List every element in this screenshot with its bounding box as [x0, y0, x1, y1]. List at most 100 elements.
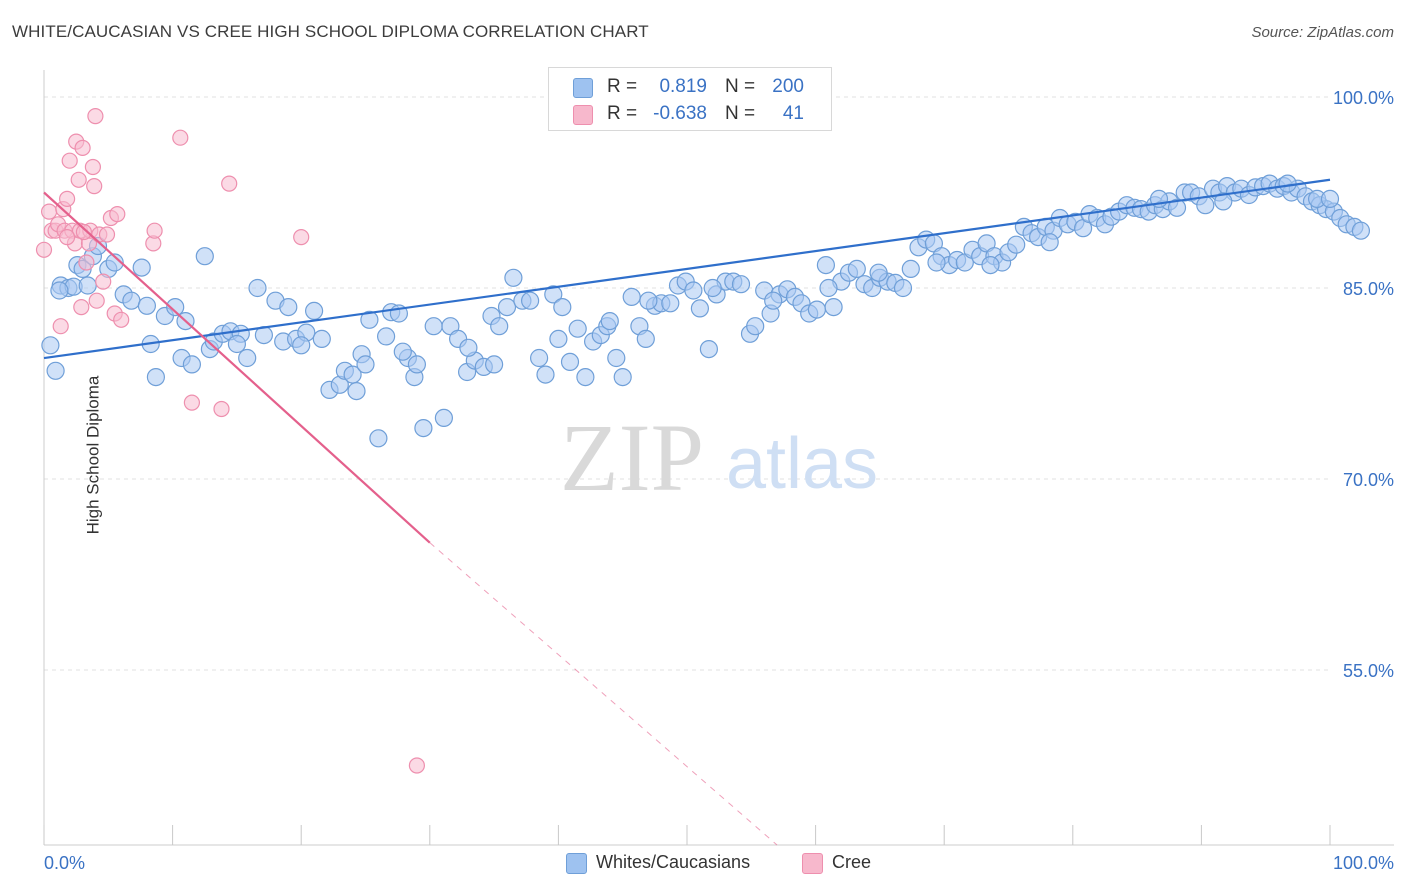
data-point-whites: [981, 256, 1000, 275]
data-point-cree: [58, 190, 76, 207]
data-point-cree: [221, 175, 238, 192]
data-point-whites: [639, 291, 658, 310]
data-point-whites: [529, 348, 549, 368]
data-point-cree: [73, 299, 90, 316]
legend-n-value: 41: [782, 103, 804, 124]
data-point-whites: [377, 327, 396, 346]
data-point-cree: [183, 394, 200, 411]
data-point-whites: [661, 294, 680, 313]
data-point-cree: [84, 158, 102, 176]
data-point-cree: [88, 292, 105, 309]
data-point-whites: [576, 368, 595, 387]
data-point-cree: [87, 107, 104, 125]
data-point-cree: [146, 222, 163, 239]
data-point-whites: [504, 268, 523, 287]
data-point-whites: [1351, 221, 1371, 240]
data-point-whites: [497, 298, 517, 317]
data-point-whites: [78, 276, 97, 295]
data-point-whites: [927, 253, 946, 272]
data-point-whites: [819, 278, 838, 298]
legend-label-whites: Whites/Caucasians: [596, 852, 751, 872]
data-point-whites: [1320, 189, 1340, 208]
data-point-whites: [764, 291, 783, 310]
data-point-whites: [1196, 196, 1215, 215]
data-point-whites: [600, 312, 619, 331]
data-point-whites: [122, 291, 141, 310]
tick-labels: 55.0% 70.0% 85.0% 100.0% 0.0% 100.0%: [44, 88, 1394, 873]
chart-title: WHITE/CAUCASIAN VS CREE HIGH SCHOOL DIPL…: [12, 22, 649, 41]
legend-n-value: 200: [772, 76, 804, 97]
data-point-whites: [536, 365, 555, 384]
legend-n-label: N =: [725, 103, 756, 124]
data-point-cree: [35, 241, 53, 258]
data-point-whites: [1167, 198, 1187, 217]
legend-row-whites: R = 0.819 N = 200: [549, 74, 831, 100]
data-point-whites: [279, 298, 298, 317]
y-axis-label: High School Diploma: [83, 375, 103, 535]
legend-row-cree: R = -0.638 N = 41: [549, 101, 831, 127]
watermark-atlas: atlas: [726, 424, 878, 504]
data-point-whites: [46, 361, 65, 380]
data-point-whites: [690, 299, 710, 318]
data-point-whites: [369, 429, 388, 448]
legend-swatch-cree: [802, 853, 823, 874]
x-tick-label: 0.0%: [44, 853, 85, 873]
legend-r-value: -0.638: [653, 103, 707, 124]
data-point-whites: [356, 355, 375, 374]
data-point-whites: [807, 300, 827, 319]
data-point-whites: [847, 259, 866, 278]
data-point-cree: [61, 152, 78, 169]
legend-stats: R = 0.819 N = 200 R = -0.638 N = 41: [548, 67, 832, 131]
data-point-cree: [86, 178, 103, 195]
data-point-whites: [434, 408, 453, 427]
data-point-whites: [568, 319, 587, 338]
data-point-whites: [699, 340, 719, 359]
data-point-cree: [74, 139, 91, 156]
data-point-cree: [293, 229, 310, 246]
y-tick-label: 85.0%: [1343, 279, 1394, 299]
data-point-whites: [347, 382, 366, 401]
data-point-whites: [248, 278, 267, 298]
trend-line-whites: [43, 178, 1331, 360]
data-point-whites: [613, 368, 632, 387]
legend-n-label: N =: [725, 76, 756, 97]
data-point-cree: [95, 273, 112, 290]
data-point-whites: [195, 247, 214, 266]
data-point-cree: [109, 206, 126, 223]
legend-swatch-cree: [573, 105, 593, 125]
data-point-cree: [52, 318, 69, 335]
data-point-whites: [292, 336, 311, 355]
data-point-whites: [414, 419, 433, 438]
data-point-whites: [393, 342, 412, 361]
data-point-whites: [553, 298, 572, 317]
y-tick-label: 55.0%: [1343, 661, 1394, 681]
legend-swatch-whites: [573, 78, 593, 98]
data-point-whites: [238, 348, 257, 368]
data-point-whites: [901, 259, 920, 278]
data-point-whites: [146, 368, 165, 387]
data-point-whites: [636, 329, 655, 348]
data-point-whites: [703, 278, 722, 298]
series-cree-points: [35, 107, 425, 774]
data-point-whites: [41, 336, 60, 355]
data-point-whites: [360, 310, 379, 329]
y-tick-label: 70.0%: [1343, 470, 1394, 490]
data-point-whites: [622, 287, 641, 306]
data-point-cree: [213, 400, 230, 418]
source-credit: Source: ZipAtlas.com: [1251, 24, 1394, 41]
legend-label-cree: Cree: [832, 852, 872, 872]
data-point-whites: [312, 329, 331, 348]
watermark: ZIP atlas: [560, 404, 878, 511]
legend-r-label: R =: [607, 103, 638, 124]
data-point-whites: [132, 258, 151, 277]
data-point-whites: [1278, 174, 1297, 193]
data-point-whites: [105, 253, 124, 272]
data-point-whites: [137, 296, 156, 315]
data-point-cree: [75, 223, 93, 241]
data-point-cree: [98, 226, 116, 243]
data-point-whites: [50, 281, 69, 300]
data-point-cree: [58, 229, 76, 246]
data-point-cree: [172, 129, 189, 146]
data-point-whites: [893, 278, 913, 298]
